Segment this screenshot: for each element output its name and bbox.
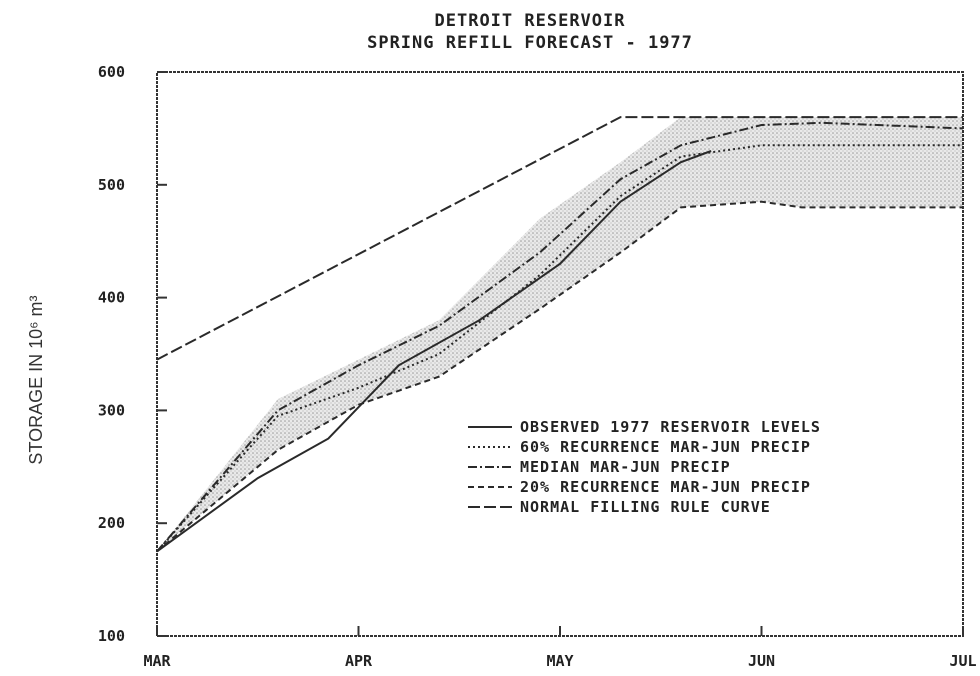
- series-line-1: [156, 150, 712, 553]
- x-tick-label: JUN: [748, 652, 775, 670]
- x-tick-label: MAY: [546, 652, 573, 670]
- ticks-layer: 100 200 300 400 500 600 MAR APR MAY JUN JUL: [98, 63, 977, 670]
- y-tick-label: 600: [98, 63, 125, 81]
- chart-title-line2: SPRING REFILL FORECAST - 1977: [367, 33, 693, 53]
- legend-label: 60% RECURRENCE MAR-JUN PRECIP: [520, 438, 811, 456]
- legend-label: NORMAL FILLING RULE CURVE: [520, 498, 771, 516]
- legend-label: MEDIAN MAR-JUN PRECIP: [520, 458, 731, 476]
- x-tick-label: APR: [345, 652, 373, 670]
- x-tick-label: MAR: [143, 652, 171, 670]
- forecast-band: [157, 117, 963, 552]
- legend-label: OBSERVED 1977 RESERVOIR LEVELS: [520, 418, 821, 436]
- legend-label: 20% RECURRENCE MAR-JUN PRECIP: [520, 478, 811, 496]
- y-axis-label: STORAGE IN 10⁶ m³: [26, 295, 46, 464]
- y-tick-label: 300: [98, 401, 125, 419]
- x-tick-label: JUL: [949, 652, 976, 670]
- y-tick-label: 500: [98, 176, 125, 194]
- confidence-band-layer: [157, 117, 963, 552]
- series-line-5: [156, 116, 963, 361]
- chart-title-line1: DETROIT RESERVOIR: [435, 11, 626, 31]
- y-tick-label: 200: [98, 514, 125, 532]
- series-layer: [156, 116, 964, 553]
- series-line-3: [156, 121, 964, 553]
- y-tick-label: 100: [98, 627, 125, 645]
- y-tick-label: 400: [98, 289, 125, 307]
- legend: OBSERVED 1977 RESERVOIR LEVELS 60% RECURR…: [468, 418, 821, 516]
- series-line-4: [156, 200, 963, 553]
